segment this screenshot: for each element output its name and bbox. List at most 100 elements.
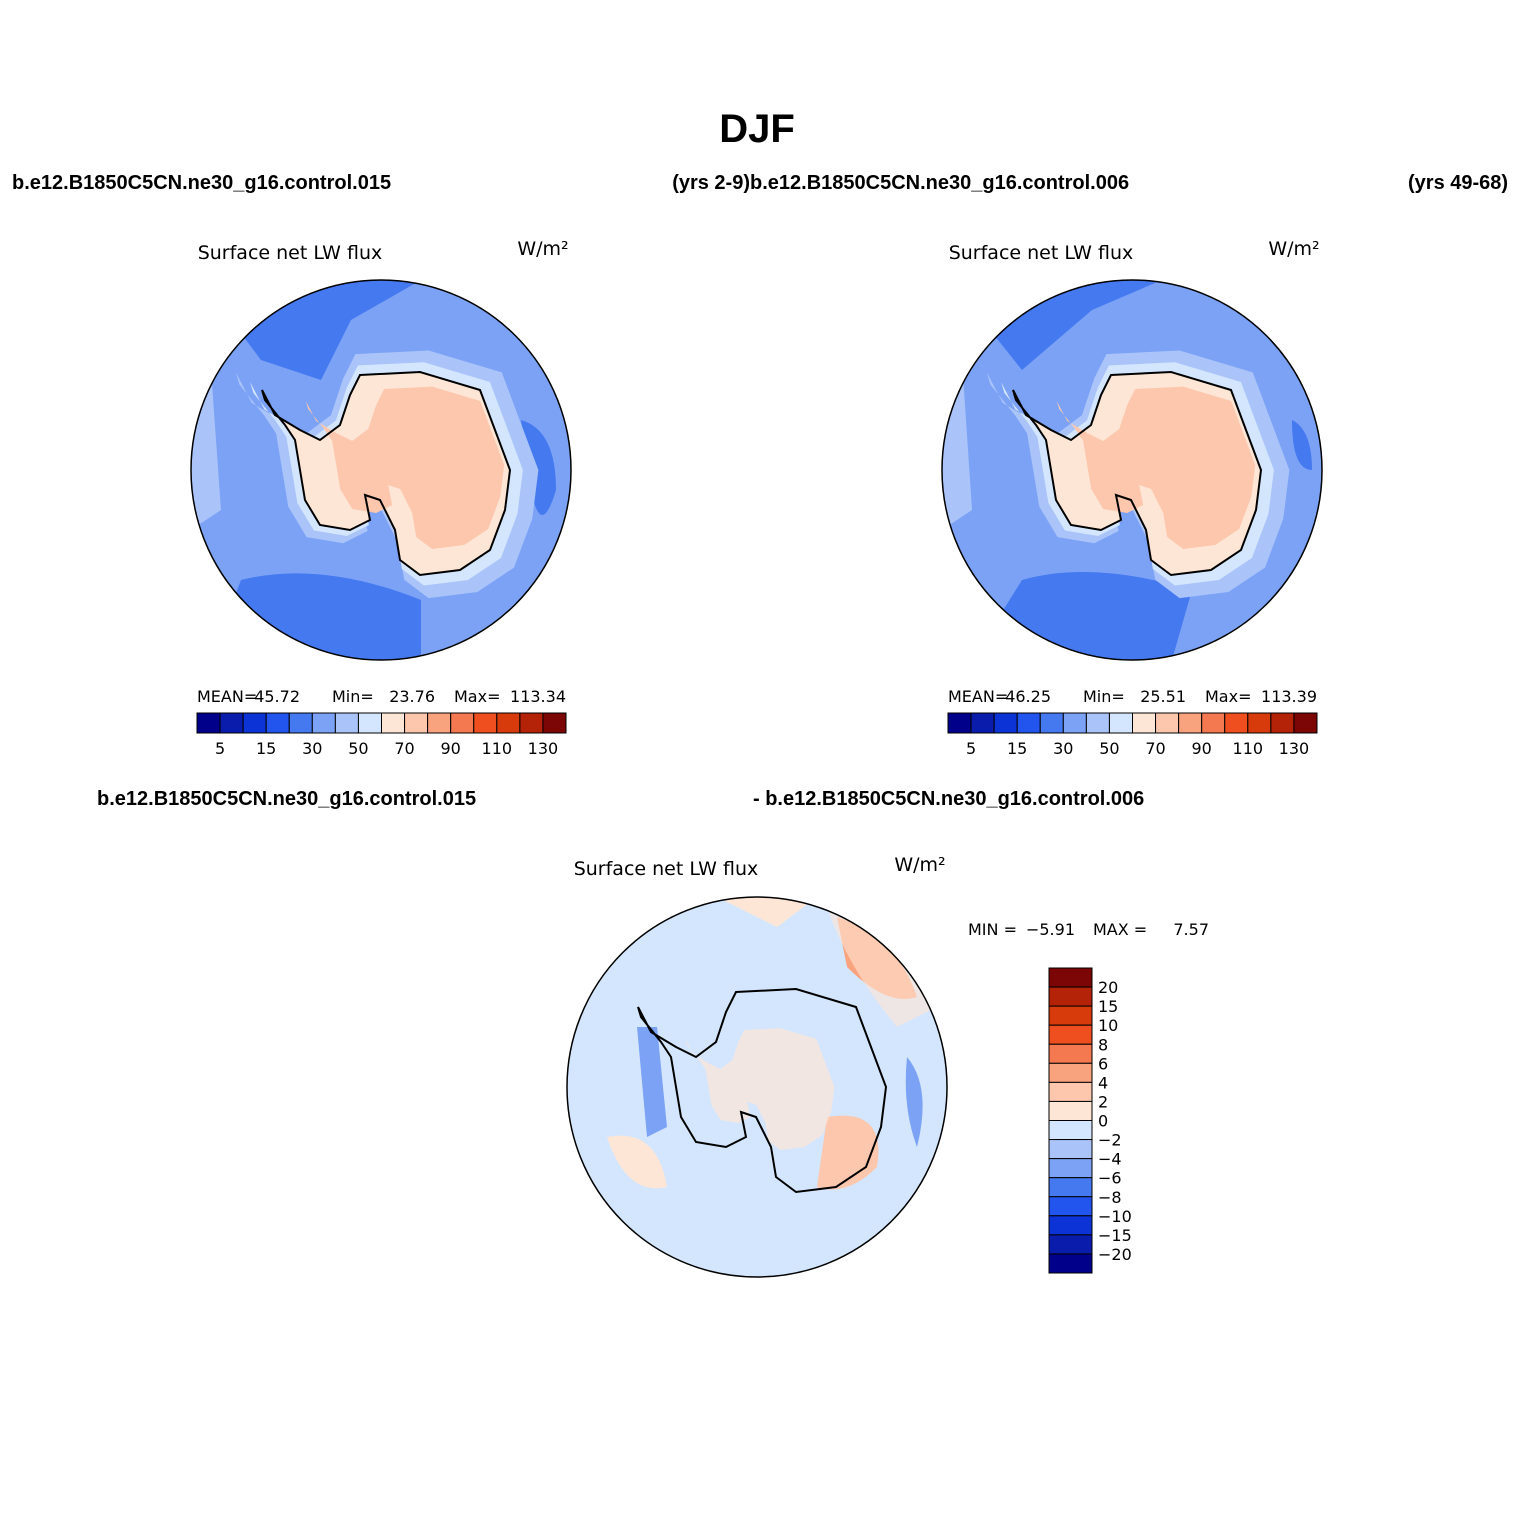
colorbar-label: 2 [1098,1092,1108,1111]
colorbar-box [381,712,406,734]
colorbar-box [1048,1253,1093,1274]
colorbar-box [242,712,267,734]
case-label: b.e12.B1850C5CN.ne30_g16.control.015 [12,172,391,194]
stat-value: 23.76 [389,687,435,706]
colorbar-label: −4 [1098,1150,1122,1169]
colorbar-label: 15 [1007,739,1027,758]
stat-value: −5.91 [1026,920,1075,939]
stat-label: MEAN= [948,687,1008,706]
colorbar-box [1247,712,1272,734]
stat-label: Max= [1205,687,1251,706]
stat-value: 7.57 [1173,920,1209,939]
polar-map [566,896,948,1278]
colorbar-box [542,712,567,734]
colorbar-box [427,712,452,734]
colorbar-box [970,712,995,734]
polar-map [941,279,1323,661]
plot-title: Surface net LW flux [198,242,383,264]
colorbar-label: 70 [394,739,414,758]
colorbar-box [450,712,475,734]
stat-value: 46.25 [1005,687,1051,706]
polar-map [190,279,572,661]
colorbar-box [993,712,1018,734]
colorbar-box [1178,712,1203,734]
stat-label: Min= [1083,687,1125,706]
colorbar-label: −20 [1098,1245,1132,1264]
colorbar-label: 5 [215,739,225,758]
colorbar-box [1062,712,1087,734]
colorbar-label: 90 [441,739,461,758]
colorbar-label: 30 [1053,739,1073,758]
units: W/m² [894,854,945,876]
colorbar-label: 50 [348,739,368,758]
colorbar-box [1016,712,1041,734]
colorbar-label: 0 [1098,1112,1108,1131]
colorbar-box [947,712,972,734]
plot-title: Surface net LW flux [949,242,1134,264]
colorbar-box [1048,1043,1093,1064]
units: W/m² [517,238,568,260]
colorbar-box [1270,712,1295,734]
colorbar-label: 4 [1098,1073,1108,1092]
years-label: (yrs 2-9) [672,172,750,194]
colorbar-label: 15 [256,739,276,758]
case-label: b.e12.B1850C5CN.ne30_g16.control.015 [97,788,476,810]
colorbar-box [1048,1234,1093,1255]
colorbar-label: 6 [1098,1054,1108,1073]
colorbar-box [311,712,336,734]
colorbar-label: −8 [1098,1188,1122,1207]
colorbar-label: 30 [302,739,322,758]
case-label: b.e12.B1850C5CN.ne30_g16.control.006 [750,172,1129,194]
colorbar-box [196,712,221,734]
colorbar-box [1048,1100,1093,1121]
colorbar-label: 130 [528,739,559,758]
stat-label: Min= [332,687,374,706]
colorbar-box [404,712,429,734]
colorbar-box [1048,1120,1093,1141]
colorbar-box [1201,712,1226,734]
stat-label: Max= [454,687,500,706]
figure-title: DJF [719,107,795,151]
stat-value: 25.51 [1140,687,1186,706]
colorbar-box [288,712,313,734]
colorbar-box [334,712,359,734]
stat-label: MEAN= [197,687,257,706]
stat-label: MIN = [968,920,1017,939]
stat-value: 45.72 [254,687,300,706]
colorbar-label: 110 [1233,739,1264,758]
colorbar-box [1048,1081,1093,1102]
stat-value: 113.39 [1261,687,1317,706]
colorbar-box [473,712,498,734]
colorbar-label: 20 [1098,978,1118,997]
colorbar-box [519,712,544,734]
colorbar-box [219,712,244,734]
plot-title: Surface net LW flux [574,858,759,880]
colorbar-box [1048,1177,1093,1198]
colorbar-box [1108,712,1133,734]
colorbar-box [1048,1005,1093,1026]
colorbar-box [1048,1158,1093,1179]
colorbar-label: 90 [1192,739,1212,758]
colorbar-box [1132,712,1157,734]
colorbar-box [1293,712,1318,734]
colorbar-label: −6 [1098,1169,1122,1188]
colorbar-box [1048,1215,1093,1236]
colorbar-box [1048,1024,1093,1045]
stat-value: 113.34 [510,687,566,706]
colorbar-box [1224,712,1249,734]
colorbar-label: 70 [1145,739,1165,758]
colorbar-label: 110 [482,739,513,758]
colorbar-label: 8 [1098,1035,1108,1054]
stat-label: MAX = [1093,920,1147,939]
colorbar-label: 10 [1098,1016,1118,1035]
colorbar-box [1048,1196,1093,1217]
colorbar-box [496,712,521,734]
case-label: - b.e12.B1850C5CN.ne30_g16.control.006 [753,788,1144,810]
colorbar-label: 130 [1279,739,1310,758]
colorbar-box [1048,1139,1093,1160]
colorbar-box [1048,1062,1093,1083]
colorbar-box [1039,712,1064,734]
colorbar-label: 50 [1099,739,1119,758]
colorbar-label: 5 [966,739,976,758]
